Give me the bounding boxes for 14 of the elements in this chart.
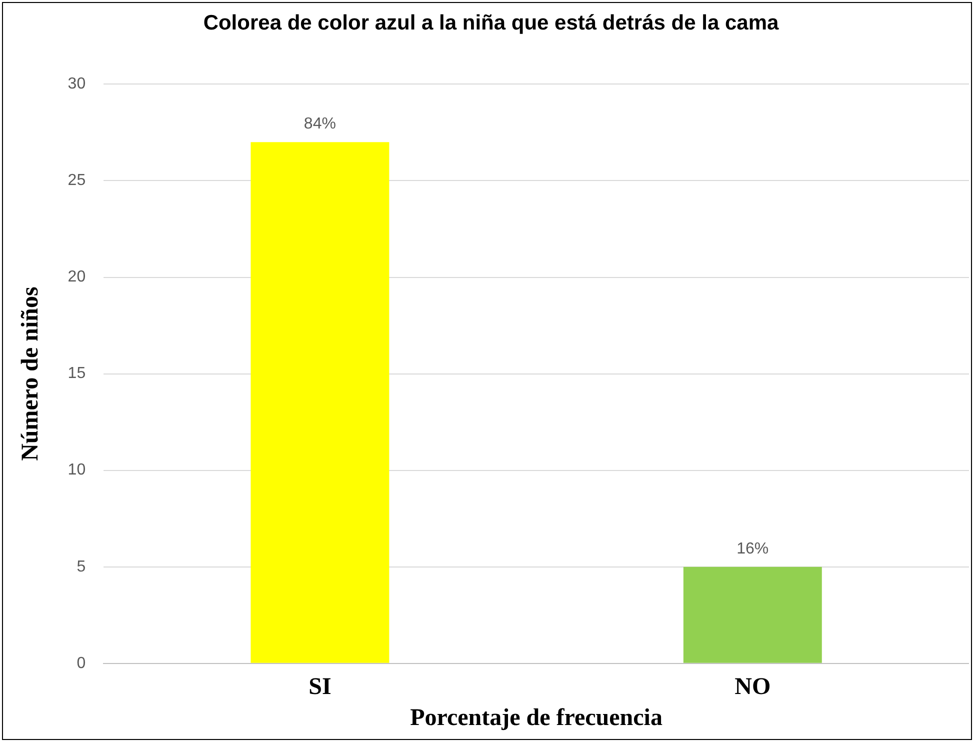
chart-title: Colorea de color azul a la niña que está detrás de la cama (203, 11, 780, 34)
x-axis-title: Porcentaje de frecuencia (410, 704, 662, 731)
x-tick-label: SI (308, 674, 332, 700)
y-tick-label: 10 (68, 462, 86, 479)
y-tick-label: 20 (68, 268, 86, 286)
y-tick-label: 0 (76, 654, 86, 672)
annotation: 16% (736, 540, 769, 558)
annotation: 84% (304, 116, 336, 133)
y-tick-label: 5 (76, 558, 86, 576)
x-tick-label: NO (734, 674, 771, 700)
y-tick-label: 30 (68, 76, 86, 93)
y-tick-label: 25 (68, 172, 86, 190)
y-tick-label: 15 (68, 365, 86, 382)
y-axis-title: Número de niños (18, 286, 44, 461)
